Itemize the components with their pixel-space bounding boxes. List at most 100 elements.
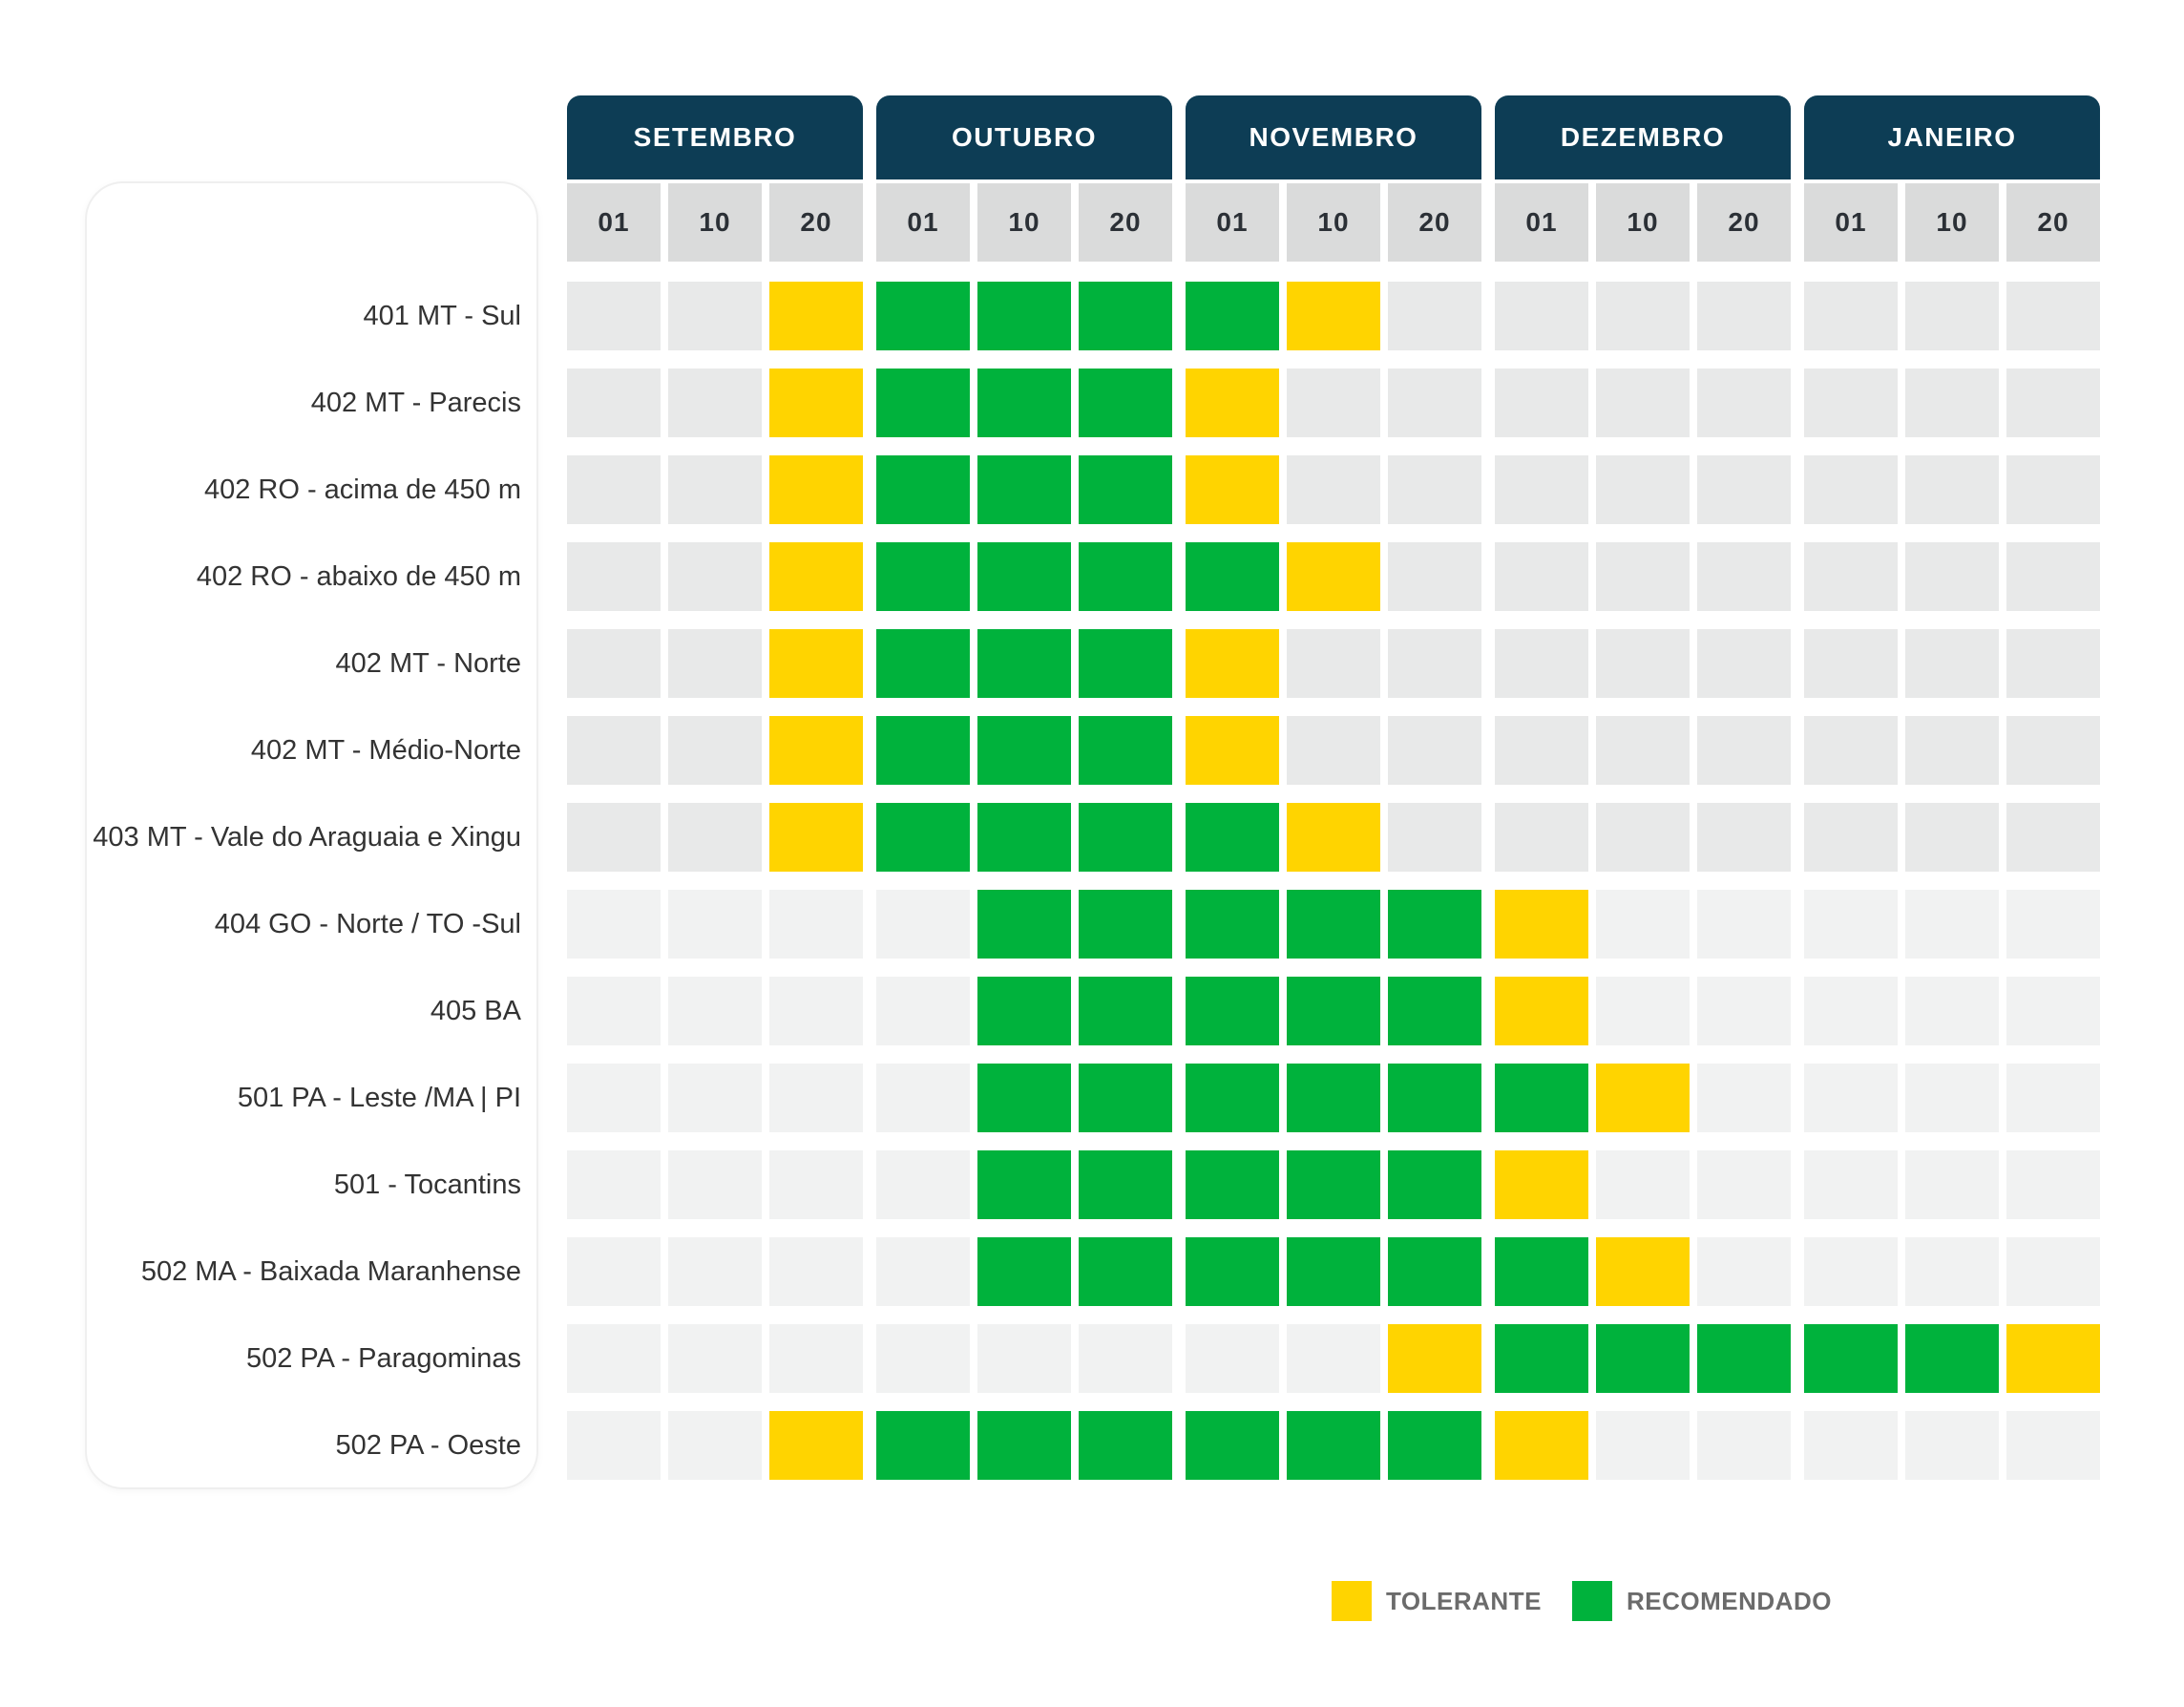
cell-empty	[567, 1150, 661, 1219]
cell-empty	[1697, 977, 1791, 1045]
cell-empty	[1804, 716, 1898, 785]
cell-empty	[1495, 803, 1588, 872]
cell-group-novembro	[1186, 890, 1481, 959]
cell-empty	[668, 455, 762, 524]
cell-empty	[668, 1237, 762, 1306]
cell-empty	[1287, 369, 1380, 437]
cell-empty	[668, 1064, 762, 1132]
column-header-setembro-10: 10	[668, 183, 762, 262]
dekad-column-headers: 01 10 20 01 10 20 01 10 20 01 10 20 01 10 20	[567, 183, 2100, 262]
cell-empty	[1804, 803, 1898, 872]
cell-empty	[1697, 1411, 1791, 1480]
cell-group-janeiro	[1804, 1324, 2100, 1393]
cell-empty	[1079, 1324, 1172, 1393]
cell-empty	[1388, 716, 1481, 785]
cell-empty	[1905, 1237, 1999, 1306]
region-label: 502 PA - Oeste	[335, 1429, 521, 1461]
region-label: 402 MT - Norte	[335, 647, 521, 679]
cell-empty	[567, 1064, 661, 1132]
cell-group-novembro	[1186, 369, 1481, 437]
cell-group-setembro	[567, 803, 863, 872]
cell-empty	[668, 803, 762, 872]
region-label: 402 MT - Parecis	[310, 387, 521, 418]
cell-recomendado	[977, 542, 1071, 611]
cell-recomendado	[977, 890, 1071, 959]
cell-empty	[668, 716, 762, 785]
cell-empty	[1388, 282, 1481, 350]
table-row	[567, 716, 2100, 785]
cell-empty	[1905, 1150, 1999, 1219]
cell-recomendado	[1287, 1150, 1380, 1219]
legend-item-tolerante: TOLERANTE	[1332, 1581, 1542, 1621]
cell-empty	[1905, 542, 1999, 611]
table-row	[567, 1237, 2100, 1306]
cell-group-outubro	[876, 369, 1172, 437]
cell-empty	[2006, 890, 2100, 959]
cell-recomendado	[1079, 455, 1172, 524]
month-header-dezembro: DEZEMBRO	[1495, 95, 1791, 179]
cell-group-janeiro	[1804, 455, 2100, 524]
cell-tolerante	[1287, 803, 1380, 872]
cell-group-setembro	[567, 1411, 863, 1480]
dekad-group-outubro: 01 10 20	[876, 183, 1172, 262]
cell-recomendado	[1186, 1064, 1279, 1132]
table-row	[567, 629, 2100, 698]
cell-empty	[567, 1324, 661, 1393]
cell-tolerante	[1186, 629, 1279, 698]
cell-empty	[2006, 977, 2100, 1045]
cell-empty	[1697, 542, 1791, 611]
cell-empty	[1905, 1064, 1999, 1132]
cell-empty	[1905, 803, 1999, 872]
cell-empty	[1495, 716, 1588, 785]
region-label: 402 MT - Médio-Norte	[250, 734, 521, 766]
column-header-setembro-01: 01	[567, 183, 661, 262]
cell-tolerante	[1186, 716, 1279, 785]
cell-empty	[2006, 716, 2100, 785]
cell-group-setembro	[567, 542, 863, 611]
cell-empty	[2006, 1150, 2100, 1219]
cell-empty	[1596, 890, 1690, 959]
region-label: 403 MT - Vale do Araguaia e Xingu	[93, 821, 521, 853]
cell-recomendado	[1186, 890, 1279, 959]
cell-group-dezembro	[1495, 282, 1791, 350]
cell-recomendado	[1287, 1411, 1380, 1480]
cell-empty	[1596, 542, 1690, 611]
cell-group-outubro	[876, 1324, 1172, 1393]
dekad-group-novembro: 01 10 20	[1186, 183, 1481, 262]
cell-group-setembro	[567, 716, 863, 785]
cell-empty	[1495, 455, 1588, 524]
cell-tolerante	[769, 282, 863, 350]
cell-recomendado	[1186, 803, 1279, 872]
cell-empty	[1287, 716, 1380, 785]
cell-tolerante	[2006, 1324, 2100, 1393]
cell-empty	[567, 455, 661, 524]
region-label: 405 BA	[430, 995, 521, 1026]
cell-empty	[1495, 282, 1588, 350]
cell-recomendado	[1596, 1324, 1690, 1393]
cell-recomendado	[1079, 1411, 1172, 1480]
cell-empty	[567, 369, 661, 437]
cell-group-setembro	[567, 282, 863, 350]
cell-recomendado	[876, 542, 970, 611]
cell-empty	[1905, 890, 1999, 959]
cell-empty	[1596, 1411, 1690, 1480]
region-label: 402 RO - abaixo de 450 m	[196, 560, 521, 592]
cell-tolerante	[1287, 282, 1380, 350]
cell-empty	[1287, 455, 1380, 524]
cell-recomendado	[876, 369, 970, 437]
cell-recomendado	[977, 1064, 1071, 1132]
cell-empty	[1804, 282, 1898, 350]
cell-recomendado	[1079, 282, 1172, 350]
cell-empty	[1697, 716, 1791, 785]
cell-recomendado	[876, 455, 970, 524]
cell-empty	[769, 1237, 863, 1306]
cell-recomendado	[1388, 1064, 1481, 1132]
cell-recomendado	[1905, 1324, 1999, 1393]
cell-empty	[1388, 542, 1481, 611]
cell-recomendado	[1079, 1064, 1172, 1132]
cell-empty	[1804, 629, 1898, 698]
cell-empty	[567, 282, 661, 350]
cell-tolerante	[1495, 977, 1588, 1045]
tolerante-swatch	[1332, 1581, 1372, 1621]
cell-group-dezembro	[1495, 1324, 1791, 1393]
